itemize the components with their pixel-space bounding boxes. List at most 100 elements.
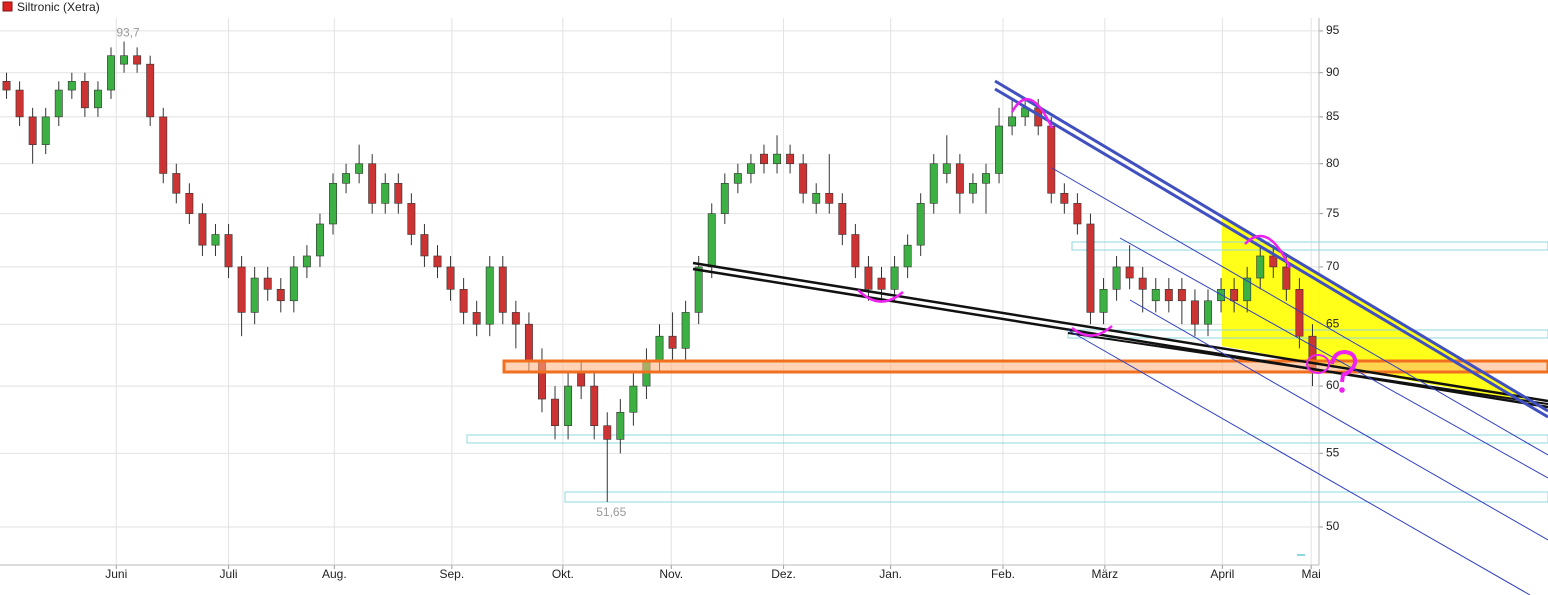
candle-body xyxy=(877,277,886,290)
candle-body xyxy=(498,266,507,313)
candle-body xyxy=(394,182,403,204)
candle-body xyxy=(211,234,220,246)
candle-body xyxy=(838,203,847,235)
candle-body xyxy=(446,266,455,290)
candle-body xyxy=(355,163,364,174)
candle-body xyxy=(1282,266,1291,290)
candle-body xyxy=(198,213,207,246)
candle-body xyxy=(120,55,129,65)
candle-body xyxy=(916,203,925,246)
candles xyxy=(2,41,1317,502)
candle-body xyxy=(1138,277,1147,290)
candle-body xyxy=(263,277,272,290)
candle-body xyxy=(54,89,63,118)
candle-body xyxy=(746,163,755,174)
candle-body xyxy=(1060,192,1069,204)
candle-body xyxy=(590,385,599,427)
resistance-line xyxy=(994,79,1548,413)
candle-body xyxy=(668,335,677,349)
y-tick-label: 55 xyxy=(1326,445,1340,459)
support-box xyxy=(564,491,1548,503)
candle-body xyxy=(681,312,690,349)
candle-body xyxy=(1204,300,1212,325)
candle-body xyxy=(1190,300,1199,325)
title-marker xyxy=(2,1,13,12)
candle-body xyxy=(159,116,168,174)
x-tick-label: Dez. xyxy=(771,567,796,581)
candle-body xyxy=(982,173,990,184)
candle-body xyxy=(80,81,89,109)
candle-body xyxy=(551,398,559,427)
candle-body xyxy=(28,116,37,145)
candle-body xyxy=(237,266,246,313)
candle-body xyxy=(733,173,742,184)
x-tick-label: Jan. xyxy=(879,567,902,581)
candle-body xyxy=(368,163,377,204)
candle-body xyxy=(851,234,860,268)
y-tick-label: 90 xyxy=(1326,65,1340,79)
x-tick-label: Aug. xyxy=(322,567,347,581)
candle-body xyxy=(224,234,233,268)
candle-body xyxy=(1269,255,1278,268)
candle-body xyxy=(315,223,324,257)
support-box xyxy=(1071,241,1548,251)
candle-body xyxy=(276,289,285,302)
y-tick-label: 65 xyxy=(1326,316,1340,330)
x-tick-label: Juni xyxy=(105,567,127,581)
x-tick-label: Okt. xyxy=(552,567,574,581)
candle-body xyxy=(942,163,951,174)
candle-body xyxy=(329,182,337,225)
candle-body xyxy=(472,312,481,325)
trend-line xyxy=(692,261,1548,403)
x-tick-label: Juli xyxy=(220,567,238,581)
candle-body xyxy=(577,372,586,387)
grid xyxy=(0,18,1323,569)
candle-body xyxy=(2,81,11,91)
candle-body xyxy=(564,385,573,427)
candle-body xyxy=(720,182,729,214)
candle-body xyxy=(1008,116,1017,127)
candle-body xyxy=(133,55,142,65)
candle-body xyxy=(760,153,768,165)
highlight-circle xyxy=(1306,354,1330,374)
candle-body xyxy=(433,255,442,268)
x-tick-label: März xyxy=(1091,567,1118,581)
candle-body xyxy=(1243,277,1252,302)
candle-body xyxy=(1047,125,1056,194)
trend-line xyxy=(692,267,1548,409)
channel-line xyxy=(1129,299,1548,541)
candle-body xyxy=(1099,289,1108,313)
candle-body xyxy=(1151,289,1160,302)
candle-body xyxy=(185,192,194,214)
candle-body xyxy=(707,213,716,268)
candle-body xyxy=(381,182,390,204)
x-tick-label: April xyxy=(1210,567,1234,581)
y-tick-label: 50 xyxy=(1326,519,1340,533)
candle-body xyxy=(995,125,1004,174)
highlight-arc xyxy=(857,289,904,303)
support-box xyxy=(466,434,1548,444)
candle-body xyxy=(968,182,977,194)
channel-line xyxy=(1051,167,1548,456)
candle-body xyxy=(420,234,429,257)
question-mark-dot xyxy=(1339,387,1345,393)
candle-body xyxy=(302,255,311,268)
candle-body xyxy=(1112,266,1121,290)
highlight-arc xyxy=(1010,98,1054,129)
candle-body xyxy=(929,163,938,204)
y-tick-label: 60 xyxy=(1326,378,1340,392)
candle-body xyxy=(786,153,795,165)
candle-body xyxy=(67,81,76,91)
support-zone xyxy=(502,359,1548,374)
candle-body xyxy=(407,203,416,235)
candle-body xyxy=(799,163,808,194)
candle-body xyxy=(485,266,494,325)
candle-body xyxy=(250,277,259,313)
candle-body xyxy=(146,63,155,118)
candle-body xyxy=(1177,289,1186,302)
candle-body xyxy=(825,192,834,204)
candle-body xyxy=(511,312,520,325)
y-tick-label: 75 xyxy=(1326,206,1340,220)
highlight-arc xyxy=(1244,234,1292,269)
